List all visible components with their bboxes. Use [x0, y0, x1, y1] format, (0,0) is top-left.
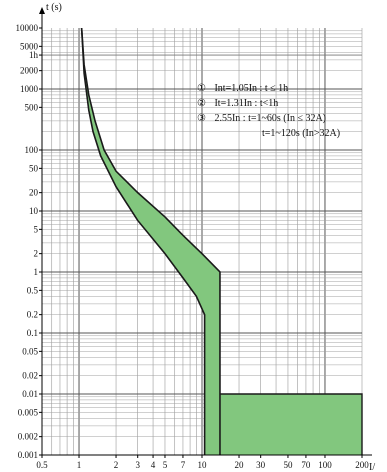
note-2: ② It=1.31In : t<1h — [197, 98, 278, 109]
legend-notes: ① Int=1.05In : t ≤ 1h ② It=1.31In : t<1h… — [197, 83, 340, 139]
x-tick-label: 20 — [235, 460, 245, 470]
x-tick-labels: 0.5 1 2 3 4 5 7 10 20 30 50 70 100 200 — [36, 455, 369, 470]
instantaneous-band-outline — [219, 393, 363, 455]
y-tick-label: 1h — [29, 50, 39, 60]
note-2-marker: ② — [197, 98, 206, 109]
x-tick-label: 200 — [355, 460, 369, 470]
x-tick-label: 70 — [301, 460, 311, 470]
x-tick-label: 100 — [318, 460, 332, 470]
trip-band-fill — [81, 28, 220, 455]
chart-axes — [39, 7, 372, 456]
y-tick-label: 2 — [34, 249, 39, 259]
x-tick-label: 30 — [256, 460, 266, 470]
x-tick-label: 1 — [77, 460, 82, 470]
note-1-text: Int=1.05In : t ≤ 1h — [214, 83, 288, 94]
y-tick-label: 10000 — [16, 23, 39, 33]
y-tick-label: 1 — [34, 267, 39, 277]
x-axis-label: I/ — [369, 462, 375, 472]
y-axis-label: t (s) — [46, 2, 62, 13]
note-1: ① Int=1.05In : t ≤ 1h — [197, 83, 288, 94]
x-tick-label: 10 — [198, 460, 208, 470]
y-tick-label: 0.002 — [18, 432, 38, 442]
note-1-marker: ① — [197, 83, 206, 94]
y-axis-arrow — [39, 7, 45, 14]
y-tick-label: 0.01 — [22, 389, 38, 399]
y-tick-label: 500 — [25, 102, 39, 112]
note-2-text: It=1.31In : t<1h — [214, 98, 278, 109]
y-tick-label: 50 — [29, 163, 39, 173]
note-3-text: 2.55In : t=1~60s (In ≤ 32A) — [214, 113, 326, 124]
y-tick-label: 20 — [29, 188, 39, 198]
upper-trip-curve — [80, 27, 221, 455]
y-tick-label: 0.05 — [22, 346, 38, 356]
y-tick-label: 1000 — [20, 84, 39, 94]
plot-area — [80, 27, 363, 455]
y-tick-label: 0.1 — [27, 328, 38, 338]
y-tick-label: 0.001 — [18, 450, 38, 460]
instantaneous-band-fill — [219, 394, 362, 455]
note-4-text: t=1~120s (In>32A) — [262, 128, 340, 139]
x-tick-label: 7 — [181, 460, 186, 470]
y-tick-label: 2000 — [20, 66, 39, 76]
x-tick-label: 5 — [163, 460, 168, 470]
y-tick-label: 0.5 — [27, 285, 39, 295]
y-tick-label: 0.02 — [22, 371, 38, 381]
y-tick-label: 100 — [25, 145, 39, 155]
x-tick-label: 4 — [151, 460, 156, 470]
x-tick-label: 3 — [135, 460, 140, 470]
note-3-marker: ③ — [197, 113, 206, 124]
lower-trip-curve — [80, 27, 206, 455]
note-4: t=1~120s (In>32A) — [262, 128, 340, 139]
y-tick-label: 0.2 — [27, 310, 38, 320]
y-tick-label: 0.005 — [18, 407, 39, 417]
y-tick-label: 10 — [29, 206, 39, 216]
y-tick-label: 5000 — [20, 41, 39, 51]
note-3: ③ 2.55In : t=1~60s (In ≤ 32A) — [197, 113, 326, 124]
x-tick-label: 50 — [283, 460, 293, 470]
y-tick-label: 5 — [34, 224, 39, 234]
x-tick-label: 2 — [114, 460, 119, 470]
x-tick-label: 0.5 — [36, 460, 48, 470]
